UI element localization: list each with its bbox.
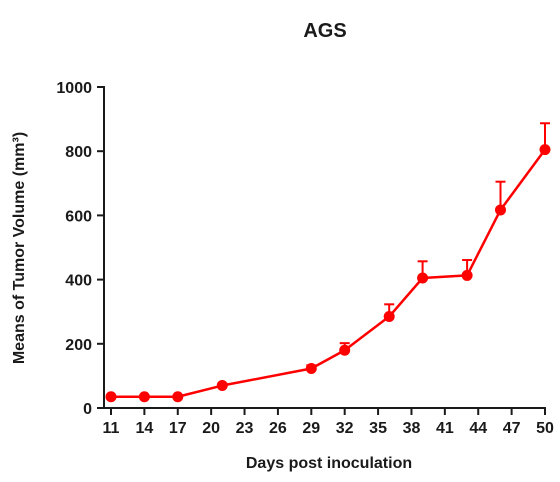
x-tick-label: 29 [302,420,320,437]
chart-title: AGS [303,20,346,42]
x-tick-label: 23 [236,420,254,437]
x-axis-label: Days post inoculation [246,455,412,472]
x-tick-label: 26 [269,420,287,437]
data-point [339,344,351,356]
y-tick-label: 200 [65,337,92,354]
data-point [216,380,228,392]
x-tick-label: 11 [103,420,120,437]
x-tick-label: 35 [369,420,387,437]
y-tick-label: 600 [65,208,92,225]
x-tick-label: 50 [536,420,554,437]
data-point [461,269,473,281]
x-tick-label: 20 [202,420,220,437]
y-tick-label: 800 [65,144,92,161]
x-tick-label: 14 [135,420,153,437]
x-tick-label: 47 [503,420,521,437]
data-point [172,391,184,403]
y-axis-label: Means of Tumor Volume (mm³) [11,132,28,364]
x-tick-label: 38 [403,420,421,437]
x-tick-label: 44 [469,420,487,437]
data-point [417,272,429,284]
data-point [105,391,117,403]
series-line [111,148,547,399]
x-tick-label: 32 [336,420,354,437]
data-point [494,204,506,216]
data-point [305,363,317,375]
y-tick-label: 400 [65,273,92,290]
data-point [383,311,395,323]
y-tick-label: 1000 [56,80,92,97]
x-axis: 11 14 17 20 23 26 29 32 35 38 41 44 47 50 [103,407,554,437]
y-tick-label: 0 [83,401,92,418]
data-point [138,391,150,403]
y-axis: 0 200 400 600 800 1000 [56,80,105,418]
data-point [539,144,551,156]
x-tick-label: 41 [436,420,454,437]
series-layer [105,122,551,403]
x-tick-label: 17 [169,420,187,437]
